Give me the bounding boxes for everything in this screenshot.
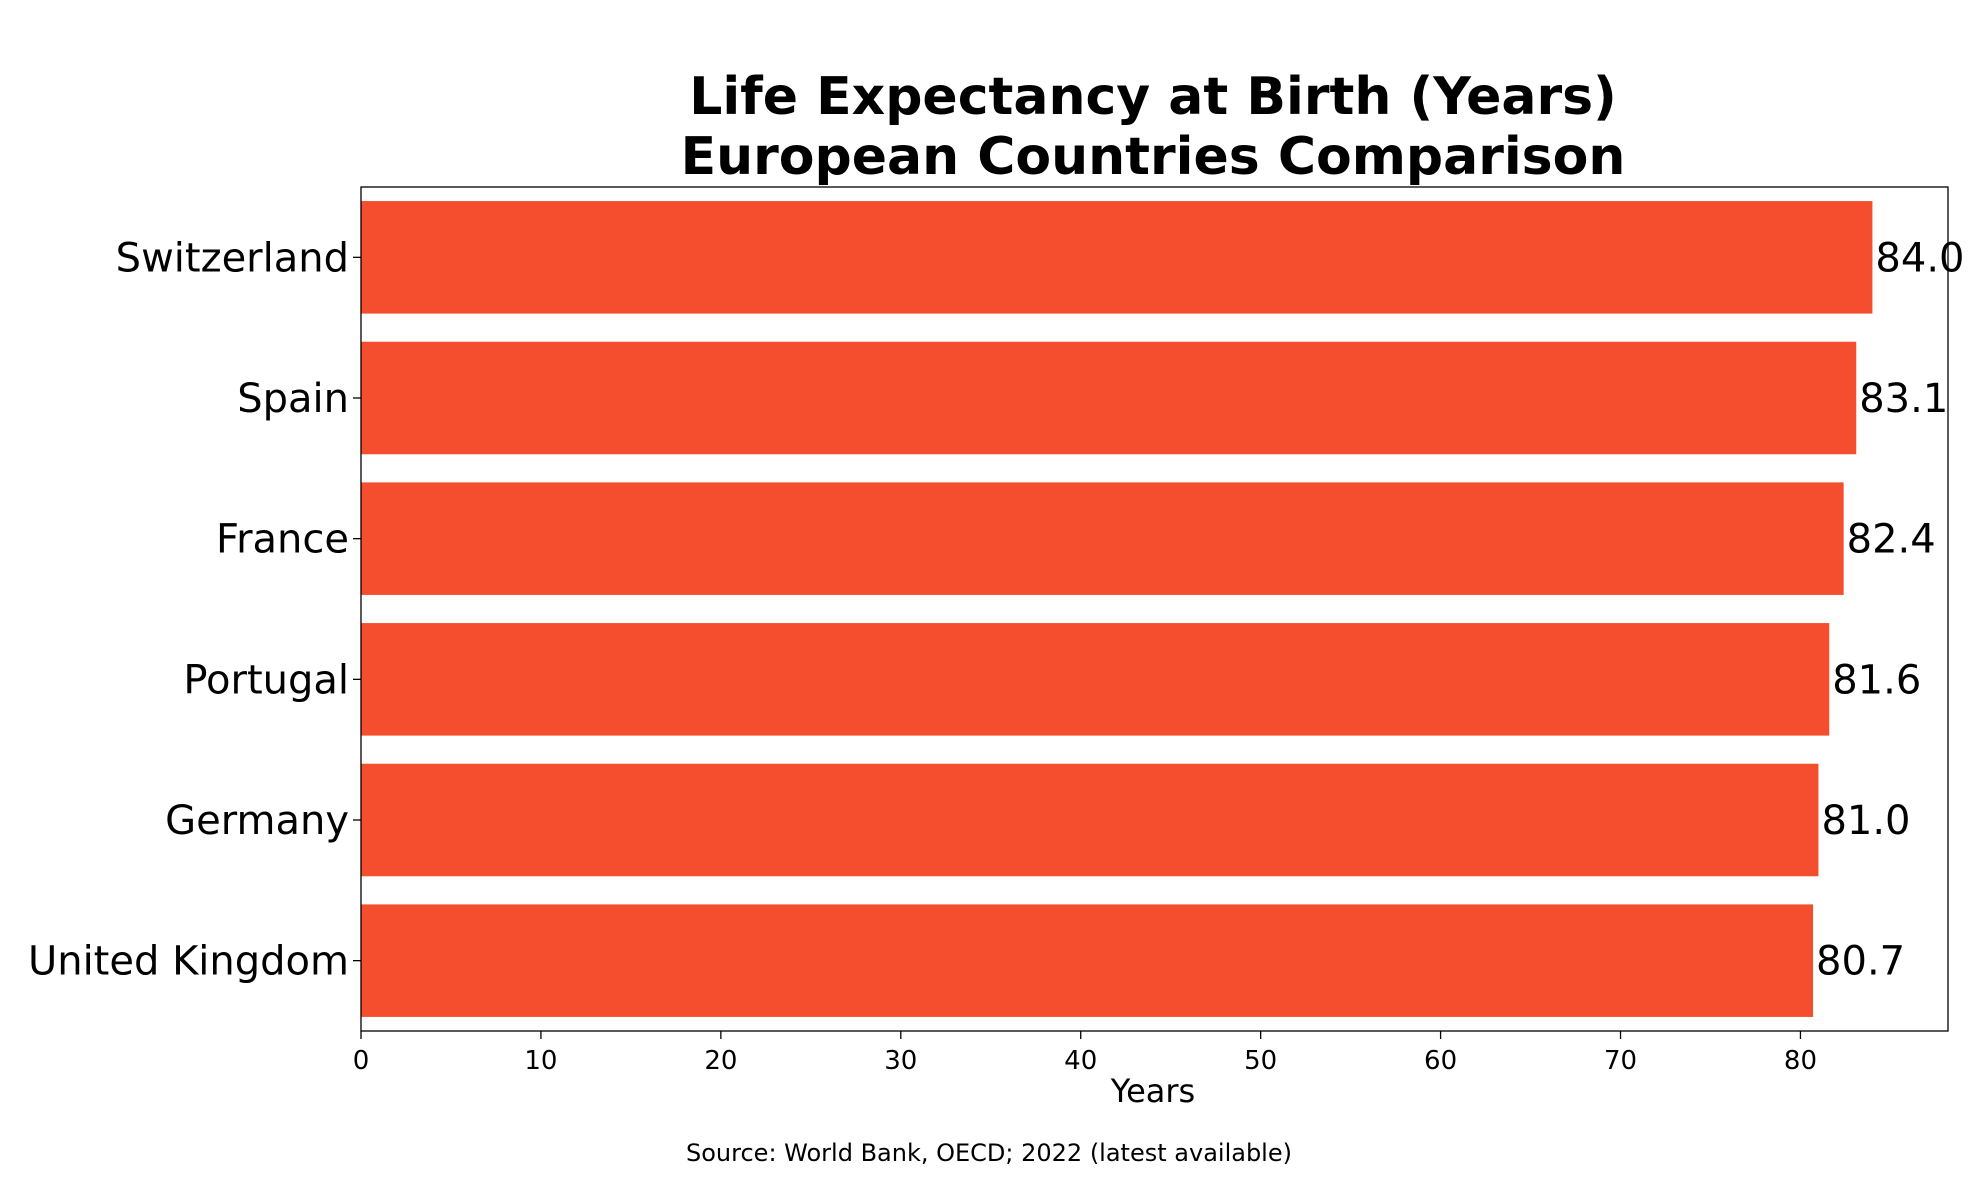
bar-spain <box>361 341 1857 455</box>
bar-switzerland <box>361 201 1873 314</box>
data-label-france: 82.4 <box>1847 517 1936 563</box>
y-category-label-germany: Germany <box>165 798 349 844</box>
data-label-spain: 83.1 <box>1859 376 1948 422</box>
plot-area-frame <box>360 186 1949 1032</box>
data-label-portugal: 81.6 <box>1832 657 1921 703</box>
bars-layer <box>361 201 1873 1017</box>
x-tick-label-40: 40 <box>1064 1046 1097 1076</box>
bar-portugal <box>361 623 1830 736</box>
y-category-label-france: France <box>216 517 349 563</box>
source-note: Source: World Bank, OECD; 2022 (latest a… <box>686 1139 1292 1167</box>
bar-france <box>361 482 1844 595</box>
y-category-label-spain: Spain <box>237 376 349 422</box>
x-tick-label-80: 80 <box>1784 1046 1817 1076</box>
x-tick-label-60: 60 <box>1424 1046 1457 1076</box>
y-category-label-portugal: Portugal <box>183 657 349 703</box>
x-axis-ticks: 0 10 20 30 40 50 60 70 80 <box>353 1031 1817 1076</box>
data-label-united-kingdom: 80.7 <box>1816 939 1905 985</box>
x-tick-label-20: 20 <box>704 1046 737 1076</box>
x-tick-label-0: 0 <box>353 1046 370 1076</box>
data-labels-layer: 84.0 83.1 82.4 81.6 81.0 80.7 <box>1816 235 1964 984</box>
chart-title-line-2: European Countries Comparison <box>681 127 1626 187</box>
x-axis-label: Years <box>1110 1072 1195 1110</box>
x-tick-label-10: 10 <box>524 1046 557 1076</box>
bar-germany <box>361 763 1819 877</box>
data-label-switzerland: 84.0 <box>1875 235 1964 281</box>
bar-united-kingdom <box>361 904 1814 1017</box>
y-axis-category-labels: Switzerland Spain France Portugal Germany Uni… <box>28 235 361 985</box>
chart-title-line-1: Life Expectancy at Birth (Years) <box>689 67 1617 127</box>
x-tick-label-30: 30 <box>884 1046 917 1076</box>
x-tick-label-50: 50 <box>1244 1046 1277 1076</box>
y-category-label-switzerland: Switzerland <box>116 235 349 281</box>
data-label-germany: 81.0 <box>1821 798 1910 844</box>
y-category-label-united-kingdom: United Kingdom <box>28 939 349 985</box>
x-tick-label-70: 70 <box>1604 1046 1637 1076</box>
